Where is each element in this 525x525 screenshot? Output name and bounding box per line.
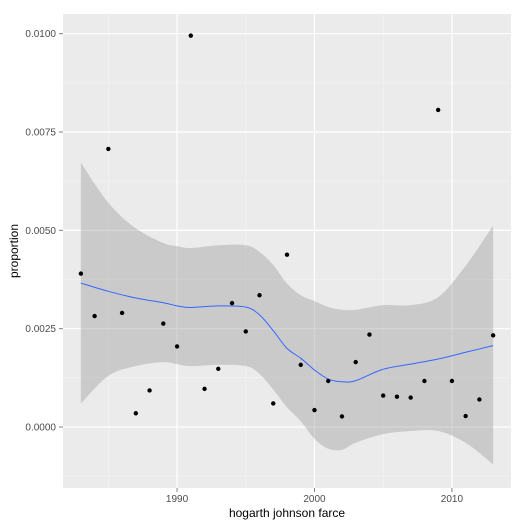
data-point	[298, 362, 303, 368]
y-axis-title: proportion	[7, 224, 21, 278]
x-axis-title: hogarth johnson farce	[229, 506, 345, 520]
confidence-band	[80, 162, 494, 465]
data-point	[367, 332, 372, 337]
data-point	[188, 33, 194, 38]
data-point	[435, 107, 441, 113]
plot-panel	[63, 14, 511, 488]
data-point	[257, 293, 262, 298]
data-point	[161, 321, 166, 326]
data-point	[216, 366, 221, 372]
smooth-line	[80, 282, 494, 383]
data-point	[449, 378, 455, 384]
data-point	[326, 378, 331, 384]
data-point	[147, 388, 152, 393]
y-tick-label: 0.0025	[25, 324, 56, 335]
data-point	[243, 329, 248, 334]
data-point	[174, 344, 180, 349]
data-point	[463, 413, 468, 419]
minor-gridlines	[63, 14, 511, 488]
x-tick-label: 2010	[441, 494, 464, 505]
data-point	[490, 333, 496, 338]
data-point	[92, 313, 97, 319]
data-points	[78, 33, 496, 419]
y-tick-label: 0.0000	[25, 423, 56, 434]
x-tick-label: 2000	[303, 494, 326, 505]
data-point	[408, 395, 413, 400]
data-point	[106, 146, 111, 152]
data-point	[380, 393, 386, 398]
y-tick-label: 0.0100	[25, 29, 56, 40]
data-point	[229, 300, 235, 306]
data-point	[477, 397, 482, 402]
data-point	[394, 394, 400, 399]
x-tick-label: 1990	[166, 494, 189, 505]
x-axis-ticks: 1990 2000 2010	[166, 488, 464, 505]
y-axis-ticks: 0.0000 0.0025 0.0050 0.0075 0.0100	[25, 29, 63, 434]
data-point	[312, 407, 317, 413]
data-point	[422, 378, 427, 384]
data-point	[119, 310, 125, 316]
data-point	[353, 359, 358, 365]
data-point	[202, 386, 207, 392]
data-point	[133, 411, 139, 416]
y-tick-label: 0.0050	[25, 226, 56, 237]
data-point	[339, 414, 345, 419]
y-tick-label: 0.0075	[25, 128, 56, 139]
data-point	[78, 271, 84, 276]
data-point	[271, 401, 276, 406]
data-point	[284, 252, 290, 257]
